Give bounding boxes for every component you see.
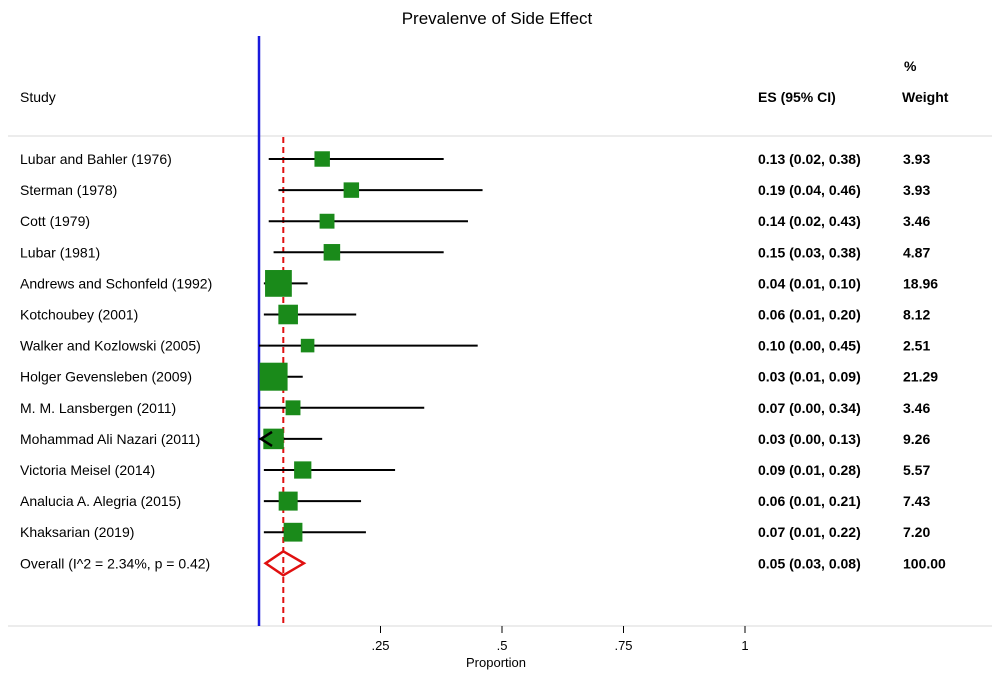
study-es-ci: 0.03 (0.00, 0.13) — [758, 431, 861, 447]
study-es-ci: 0.09 (0.01, 0.28) — [758, 462, 861, 478]
study-marker — [283, 522, 303, 542]
x-tick-label: .5 — [497, 638, 508, 653]
study-marker — [265, 270, 292, 297]
x-tick-label: 1 — [741, 638, 748, 653]
study-weight: 3.46 — [903, 213, 930, 229]
study-marker — [323, 244, 341, 261]
study-name: Holger Gevensleben (2009) — [20, 369, 192, 385]
x-tick-label: .25 — [371, 638, 389, 653]
study-weight: 3.46 — [903, 400, 930, 416]
study-marker — [300, 338, 315, 353]
study-es-ci: 0.06 (0.01, 0.21) — [758, 493, 861, 509]
header-weight-percent: % — [904, 58, 917, 74]
study-name: Cott (1979) — [20, 213, 90, 229]
study-name: Andrews and Schonfeld (1992) — [20, 275, 212, 291]
study-weight: 3.93 — [903, 182, 930, 198]
ci-truncation-arrow — [258, 430, 273, 447]
study-weight: 18.96 — [903, 275, 938, 291]
overall-weight: 100.00 — [903, 555, 946, 571]
study-es-ci: 0.10 (0.00, 0.45) — [758, 338, 861, 354]
study-name: Kotchoubey (2001) — [20, 307, 138, 323]
study-marker — [343, 182, 360, 198]
study-name: Mohammad Ali Nazari (2011) — [20, 431, 200, 447]
study-es-ci: 0.04 (0.01, 0.10) — [758, 275, 861, 291]
study-rows: Lubar and Bahler (1976) 0.13 (0.02, 0.38)… — [20, 151, 946, 571]
study-es-ci: 0.19 (0.04, 0.46) — [758, 182, 861, 198]
study-weight: 8.12 — [903, 307, 930, 323]
study-marker — [319, 213, 335, 229]
study-name: Walker and Kozlowski (2005) — [20, 338, 201, 354]
study-weight: 7.20 — [903, 524, 930, 540]
study-weight: 4.87 — [903, 244, 930, 260]
study-weight: 3.93 — [903, 151, 930, 167]
study-es-ci: 0.14 (0.02, 0.43) — [758, 213, 861, 229]
overall-es-ci: 0.05 (0.03, 0.08) — [758, 555, 861, 571]
study-weight: 2.51 — [903, 338, 930, 354]
study-marker — [285, 400, 301, 416]
study-name: Analucia A. Alegria (2015) — [20, 493, 181, 509]
study-es-ci: 0.13 (0.02, 0.38) — [758, 151, 861, 167]
study-name: Lubar (1981) — [20, 244, 100, 260]
study-marker — [278, 491, 298, 511]
study-weight: 5.57 — [903, 462, 930, 478]
chart-title: Prevalenve of Side Effect — [402, 9, 593, 28]
study-name: Lubar and Bahler (1976) — [20, 151, 172, 167]
header-es: ES (95% CI) — [758, 89, 836, 105]
study-es-ci: 0.03 (0.01, 0.09) — [758, 369, 861, 385]
overall-diamond — [263, 549, 307, 577]
study-marker — [259, 362, 288, 391]
study-marker — [263, 428, 284, 450]
study-name: M. M. Lansbergen (2011) — [20, 400, 176, 416]
study-name: Khaksarian (2019) — [20, 524, 134, 540]
study-name: Victoria Meisel (2014) — [20, 462, 155, 478]
study-es-ci: 0.07 (0.00, 0.34) — [758, 400, 861, 416]
study-weight: 21.29 — [903, 369, 938, 385]
study-es-ci: 0.15 (0.03, 0.38) — [758, 244, 861, 260]
study-weight: 9.26 — [903, 431, 930, 447]
x-axis-label: Proportion — [466, 655, 526, 670]
study-weight: 7.43 — [903, 493, 930, 509]
plot-marks — [257, 36, 483, 626]
study-marker — [278, 304, 298, 325]
header-study: Study — [20, 89, 56, 105]
x-axis: .25 .5 .75 1 — [371, 626, 749, 653]
study-es-ci: 0.06 (0.01, 0.20) — [758, 307, 861, 323]
study-es-ci: 0.07 (0.01, 0.22) — [758, 524, 861, 540]
study-name: Sterman (1978) — [20, 182, 117, 198]
study-marker — [314, 151, 330, 167]
study-marker — [294, 461, 312, 479]
header-weight: Weight — [902, 89, 949, 105]
overall-name: Overall (I^2 = 2.34%, p = 0.42) — [20, 555, 210, 571]
x-tick-label: .75 — [614, 638, 632, 653]
